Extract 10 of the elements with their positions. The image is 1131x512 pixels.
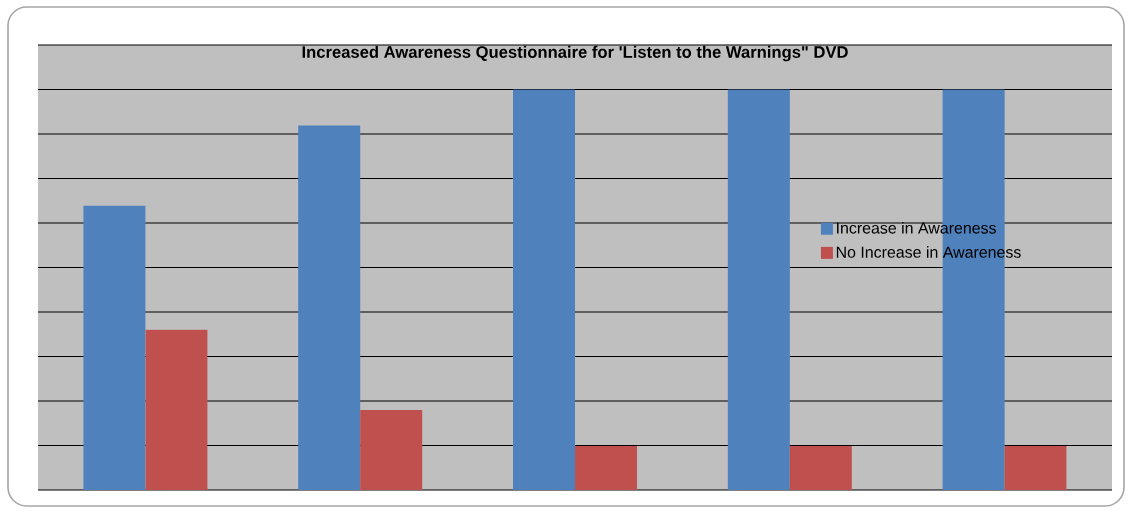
bar — [83, 205, 146, 490]
bar — [575, 445, 638, 490]
bar — [1004, 445, 1067, 490]
chart-title: Increased Awareness Questionnaire for 'Listen to the Warnings" DVD — [302, 45, 848, 62]
bar — [513, 89, 576, 490]
bar — [298, 125, 361, 490]
bar — [727, 89, 790, 490]
bar — [145, 329, 208, 490]
bar — [360, 409, 423, 490]
bar — [789, 445, 852, 490]
